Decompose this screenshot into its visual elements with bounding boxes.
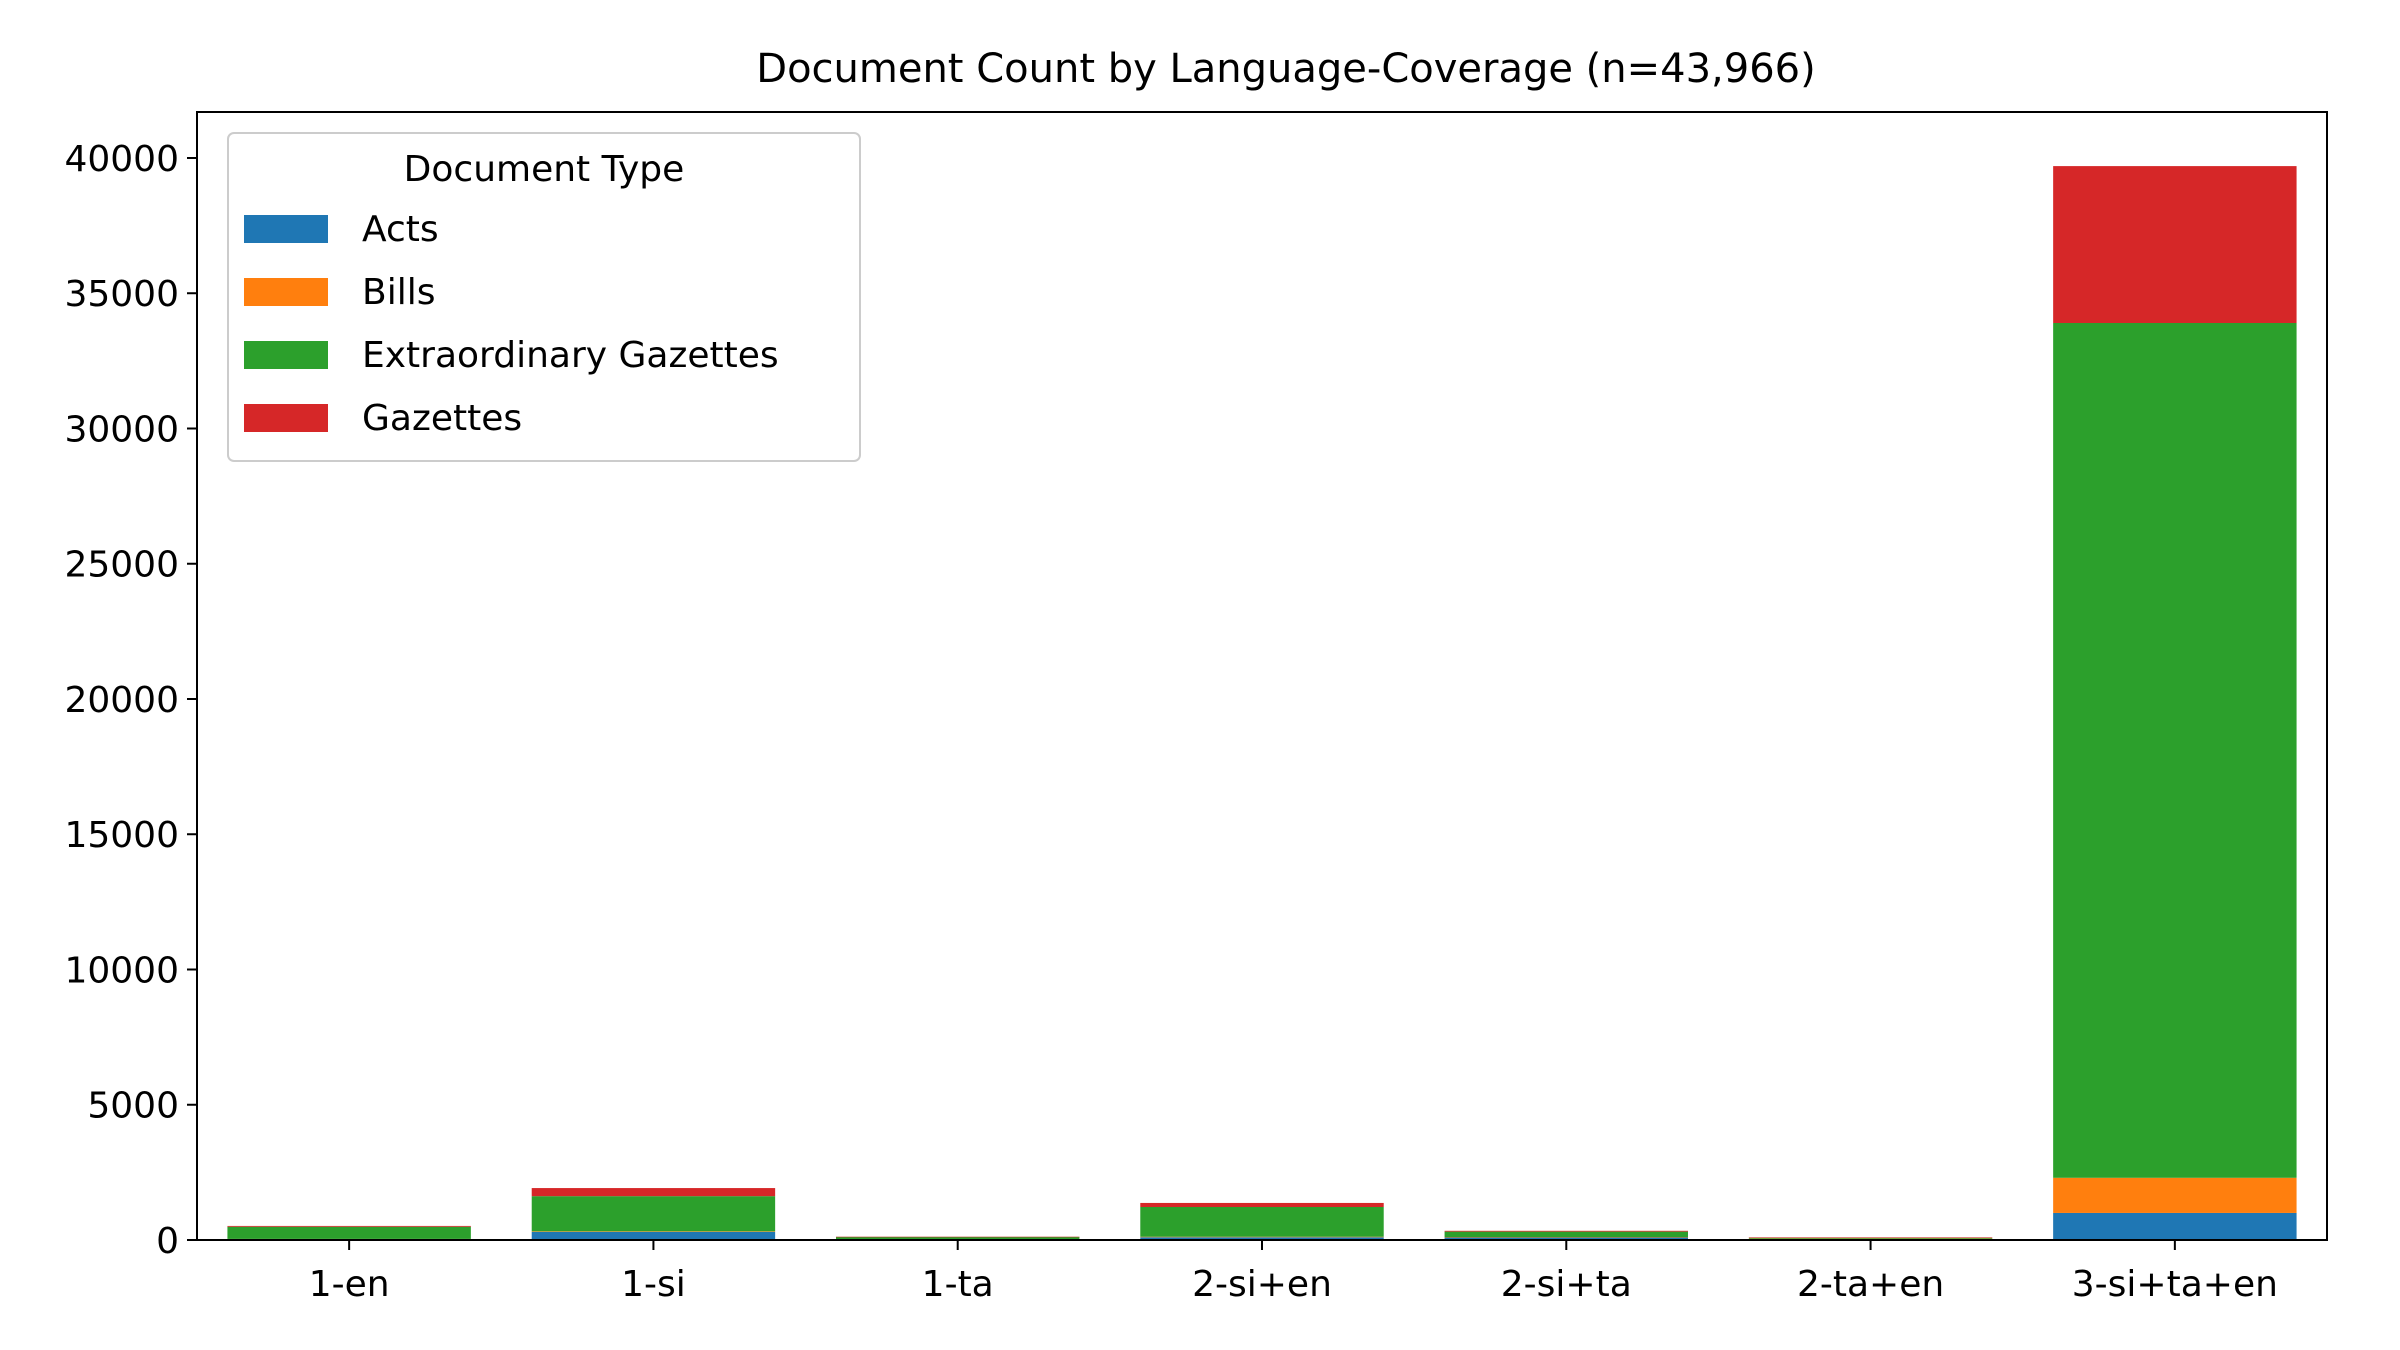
legend-label: Extraordinary Gazettes [362,335,779,376]
bar-1-ta-gazettes [836,1236,1080,1238]
bar-1-en-gazettes [227,1225,471,1227]
bar-1-si-extraordinary-gazettes [531,1196,776,1232]
x-tick-label: 2-si+en [1192,1264,1332,1305]
bar-2-si+ta-extraordinary-gazettes [1444,1231,1688,1238]
bar-1-si-acts [531,1231,776,1240]
legend-label: Acts [362,209,439,250]
legend-label: Bills [362,272,435,313]
bar-2-si+en-bills [1140,1236,1384,1238]
bar-1-si-bills [531,1231,776,1232]
x-tick-label: 1-en [309,1264,390,1305]
bar-2-si+en-acts [1140,1237,1384,1240]
bar-2-si+ta-acts [1444,1237,1688,1240]
y-tick-label: 20000 [64,680,179,721]
legend: Document Type Acts Bills Extraordinary Gaze… [227,132,861,462]
bar-1-ta-extraordinary-gazettes [836,1236,1080,1240]
legend-title: Document Type [404,149,685,190]
y-tick-label: 35000 [64,274,179,315]
y-tick-label: 40000 [64,139,179,180]
bar-2-ta+en-extraordinary-gazettes [1748,1237,1993,1239]
bar-1-en-extraordinary-gazettes [227,1226,471,1239]
chart-title: Document Count by Language-Coverage (n=4… [756,46,1815,92]
y-tick-label: 30000 [64,409,179,450]
legend-label: Gazettes [362,398,522,439]
bar-2-si+en-extraordinary-gazettes [1140,1206,1384,1237]
bar-2-si+ta-gazettes [1444,1230,1688,1232]
legend-swatch [244,341,328,369]
x-tick-label: 1-si [621,1264,686,1305]
y-tick-label: 5000 [87,1086,179,1127]
bars-layer [227,166,2297,1241]
bar-3-si+ta+en-bills [2053,1177,2297,1213]
x-tick-label: 1-ta [922,1264,994,1305]
bar-2-ta+en-gazettes [1748,1237,1993,1238]
bar-1-si-gazettes [531,1188,776,1197]
y-tick-label: 25000 [64,545,179,586]
legend-box [227,132,861,462]
bar-2-si+en-gazettes [1140,1202,1384,1207]
y-tick-label: 0 [156,1221,179,1262]
bar-3-si+ta+en-gazettes [2053,166,2297,323]
legend-swatch [244,215,328,243]
x-tick-label: 2-si+ta [1501,1264,1632,1305]
y-tick-label: 15000 [64,815,179,856]
y-tick-label: 10000 [64,950,179,991]
x-tick-label: 3-si+ta+en [2072,1264,2278,1305]
bar-3-si+ta+en-extraordinary-gazettes [2053,322,2297,1178]
legend-swatch [244,404,328,432]
bar-3-si+ta+en-acts [2053,1212,2297,1240]
x-tick-label: 2-ta+en [1797,1264,1944,1305]
x-axis: 1-en 1-si 1-ta 2-si+en 2-si+ta 2-ta+en 3-si+ta… [309,1240,2278,1305]
bar-2-si+ta-bills [1444,1237,1688,1238]
legend-swatch [244,278,328,306]
y-axis: 0 5000 10000 15000 20000 25000 30000 35000 40000 [64,139,197,1262]
